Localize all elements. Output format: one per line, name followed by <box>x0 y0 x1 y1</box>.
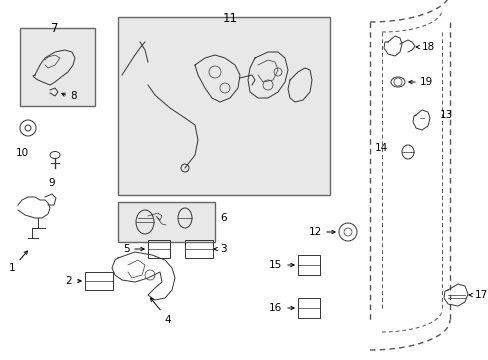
Text: 19: 19 <box>419 77 432 87</box>
FancyBboxPatch shape <box>118 202 215 242</box>
Text: 17: 17 <box>474 290 487 300</box>
Text: 2: 2 <box>65 276 72 286</box>
Text: 6: 6 <box>220 213 226 223</box>
Text: 10: 10 <box>16 148 28 158</box>
Text: 16: 16 <box>268 303 282 313</box>
Text: 7: 7 <box>51 22 59 35</box>
FancyBboxPatch shape <box>118 17 329 195</box>
Text: 3: 3 <box>220 244 226 254</box>
Text: 9: 9 <box>49 178 55 188</box>
FancyBboxPatch shape <box>20 28 95 106</box>
Text: 5: 5 <box>123 244 130 254</box>
Text: 1: 1 <box>9 263 15 273</box>
Text: 18: 18 <box>421 42 434 52</box>
Text: 12: 12 <box>308 227 321 237</box>
Text: 8: 8 <box>70 91 77 101</box>
Text: 14: 14 <box>374 143 387 153</box>
Text: 13: 13 <box>439 110 452 120</box>
Text: 11: 11 <box>222 12 237 25</box>
Text: 15: 15 <box>268 260 282 270</box>
Text: 4: 4 <box>164 315 171 325</box>
